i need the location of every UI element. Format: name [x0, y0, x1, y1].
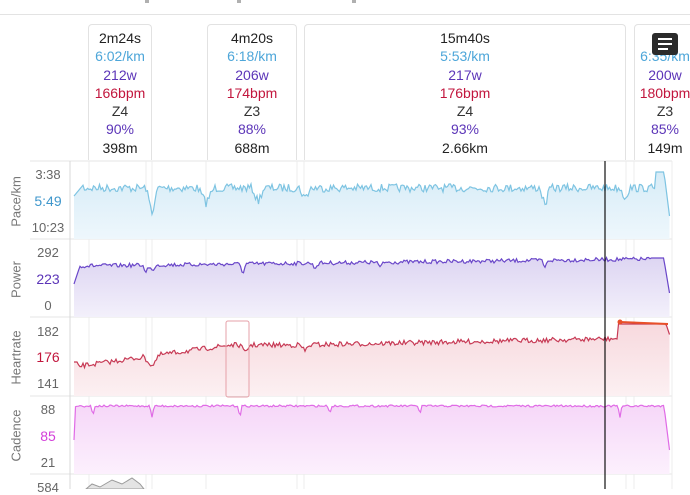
- pace-tick-bottom: 10:23: [31, 220, 65, 235]
- heartrate-axis-label: Heartrate: [8, 330, 24, 385]
- power-tick-bottom: 0: [44, 298, 52, 313]
- pace-tick-mid: 5:49: [34, 193, 62, 209]
- heartrate-series-line: [74, 323, 671, 370]
- heartrate-tick-top: 182: [37, 324, 59, 339]
- interval-card-2[interactable]: 4m20s 6:18/km 206w 174bpm Z3 88% 688m: [207, 24, 297, 160]
- interval-heartrate: 180bpm: [639, 84, 690, 101]
- heartrate-tick-mid: 176: [36, 349, 60, 365]
- pace-axis-label: Pace/km: [8, 176, 24, 227]
- interval-pace: 5:53/km: [440, 48, 490, 65]
- interval-percent: 88%: [237, 121, 267, 138]
- power-tick-mid: 223: [36, 271, 60, 287]
- interval-duration: 15m40s: [440, 30, 490, 46]
- top-toolbar-edge: [0, 0, 690, 15]
- power-series-area: [74, 257, 670, 317]
- heartrate-tick-bottom: 141: [37, 376, 59, 391]
- next-panel-series: [85, 477, 145, 489]
- interval-zone: Z4: [456, 103, 474, 120]
- interval-duration: 2m24s: [98, 30, 142, 46]
- interval-card-3[interactable]: 15m40s 5:53/km 217w 176bpm Z4 93% 2.66km: [304, 24, 626, 160]
- power-series-line: [73, 255, 671, 294]
- pace-series-line: [73, 171, 671, 217]
- next-panel-tick-top: 584: [37, 480, 59, 495]
- interval-pace: 6:02/km: [95, 48, 145, 65]
- interval-heartrate: 176bpm: [439, 84, 491, 101]
- cadence-tick-mid: 85: [40, 428, 56, 444]
- interval-percent: 85%: [650, 121, 680, 138]
- cadence-tick-top: 88: [40, 402, 56, 417]
- interval-power: 200w: [648, 66, 682, 83]
- interval-power: 212w: [103, 66, 137, 83]
- interval-power: 217w: [448, 66, 482, 83]
- heartrate-series-area: [74, 324, 670, 396]
- interval-distance: 2.66km: [442, 139, 488, 156]
- interval-distance: 149m: [647, 139, 683, 156]
- hr-lap-line: [619, 321, 669, 325]
- expand-icon[interactable]: [652, 33, 678, 55]
- power-tick-top: 292: [37, 245, 59, 260]
- hr-lap-marker: [617, 319, 623, 325]
- cadence-axis-label: Cadence: [8, 409, 24, 462]
- pace-series-area: [74, 172, 670, 239]
- hr-selection-box: [225, 320, 250, 398]
- pace-tick-top: 3:38: [35, 167, 61, 182]
- cadence-series-area: [74, 405, 670, 474]
- interval-heartrate: 174bpm: [226, 84, 278, 101]
- interval-zone: Z4: [111, 103, 129, 120]
- interval-card-1[interactable]: 2m24s 6:02/km 212w 166bpm Z4 90% 398m: [88, 24, 152, 160]
- power-axis-label: Power: [8, 261, 24, 298]
- interval-pace: 6:18/km: [227, 48, 277, 65]
- interval-duration: 4m20s: [230, 30, 274, 46]
- interval-power: 206w: [235, 66, 269, 83]
- interval-percent: 90%: [105, 121, 135, 138]
- interval-heartrate: 166bpm: [94, 84, 146, 101]
- interval-percent: 93%: [450, 121, 480, 138]
- interval-zone: Z3: [656, 103, 674, 120]
- cadence-tick-bottom: 21: [40, 455, 56, 470]
- cadence-series-line: [73, 404, 671, 451]
- interval-distance: 398m: [102, 139, 138, 156]
- interval-zone: Z3: [243, 103, 261, 120]
- interval-distance: 688m: [234, 139, 270, 156]
